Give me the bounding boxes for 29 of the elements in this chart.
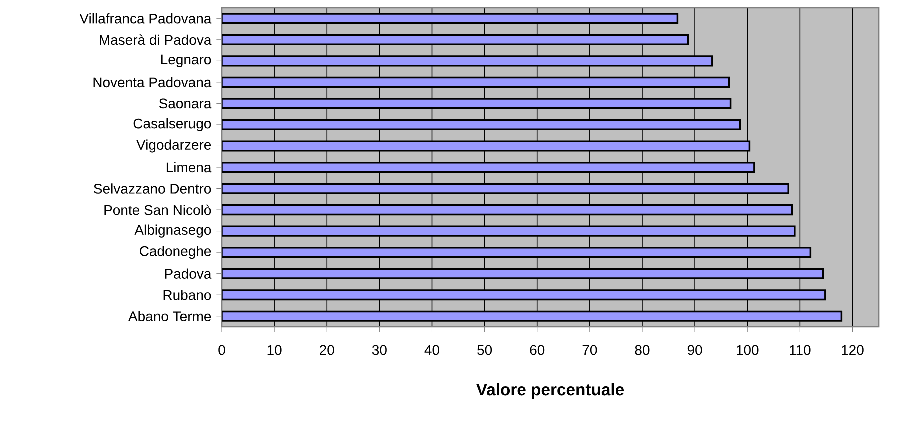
x-tick-label: 30 (372, 345, 387, 356)
x-tick-label: 0 (218, 345, 226, 356)
y-tick-label: Casalserugo (134, 118, 212, 132)
y-tick-label: Limena (166, 162, 212, 173)
x-tick-label: 50 (478, 345, 492, 356)
x-tick-label: 110 (790, 345, 811, 356)
y-tick-label: Villafranca Padovana (80, 14, 212, 24)
y-tick-label: Noventa Padovana (94, 77, 212, 88)
x-tick-label: 120 (842, 345, 864, 356)
y-tick-label: Legnaro (162, 54, 212, 68)
y-tick-label: Vigodarzere (136, 140, 212, 153)
x-tick-label: 100 (736, 345, 759, 356)
y-tick-label: Rubano (164, 290, 212, 300)
y-tick-label: Albignasego (134, 224, 212, 238)
y-tick-label: Selvazzano Dentro (94, 184, 212, 194)
x-tick-label: 80 (635, 345, 650, 356)
y-tick-label: Saonara (159, 98, 212, 109)
y-tick-label: Maserà di Padova (100, 34, 212, 46)
x-tick-label: 70 (582, 345, 598, 356)
x-tick-label: 90 (688, 345, 702, 356)
y-tick-label: Cadoneghe (140, 246, 212, 260)
x-tick-label: 10 (268, 345, 282, 356)
x-tick-label: 60 (530, 345, 545, 356)
y-tick-label: Ponte San Nicolò (104, 204, 212, 216)
y-tick-label: Padova (165, 268, 212, 279)
x-tick-label: 20 (320, 345, 334, 356)
y-tick-label: Abano Terme (128, 311, 212, 322)
x-tick-label: 40 (424, 345, 440, 356)
x-axis-title: Valore percentuale (476, 383, 624, 399)
